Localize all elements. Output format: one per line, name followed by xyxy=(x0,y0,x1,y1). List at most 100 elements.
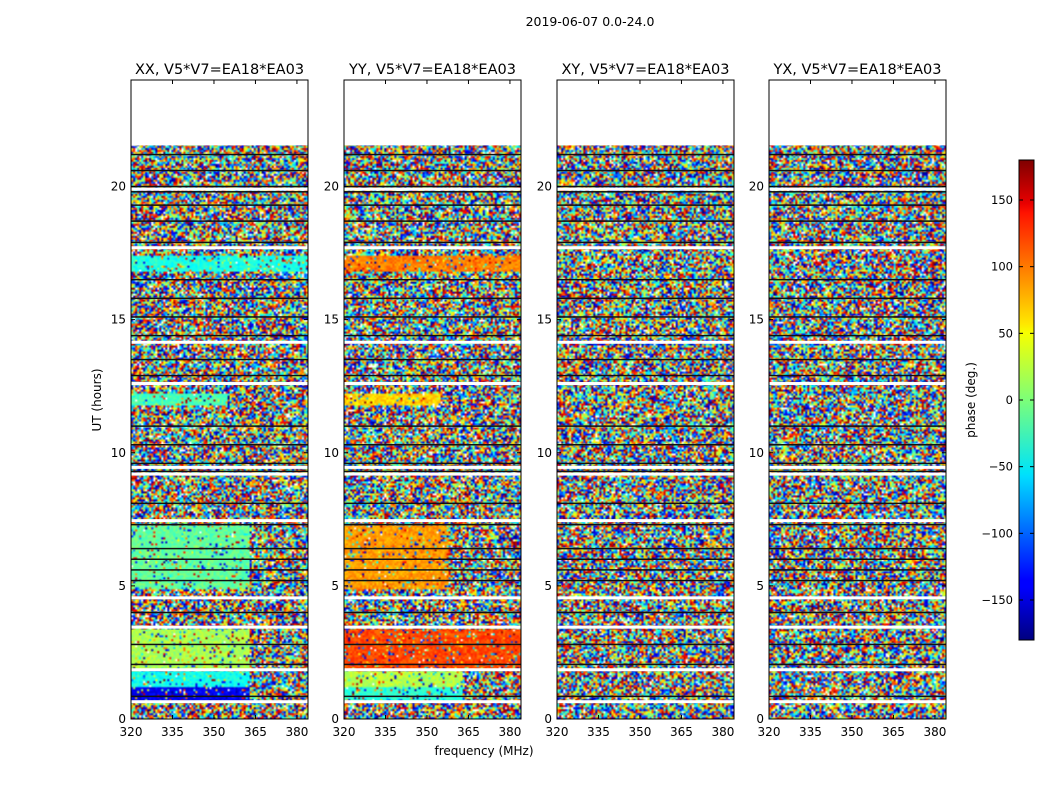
dark-row xyxy=(131,358,308,361)
dark-row xyxy=(344,153,521,156)
dark-row xyxy=(557,523,734,526)
flagged-row xyxy=(769,465,946,469)
panel-3: XY, V5*V7=EA18*EA03 320 335 350 365 380 0 5 10 15… xyxy=(537,62,735,739)
x-tick-label: 350 xyxy=(416,725,439,739)
flagged-row xyxy=(769,142,946,146)
dark-row xyxy=(769,153,946,156)
flagged-row xyxy=(344,187,521,191)
dark-row xyxy=(344,169,521,172)
dark-row xyxy=(769,462,946,465)
flagged-row xyxy=(344,142,521,146)
x-tick-label: 320 xyxy=(546,725,569,739)
y-tick-label: 20 xyxy=(324,180,339,194)
x-tick-label: 380 xyxy=(711,725,734,739)
dark-row xyxy=(557,374,734,377)
dark-row xyxy=(344,358,521,361)
dark-row xyxy=(131,153,308,156)
x-tick-label: 365 xyxy=(882,725,905,739)
flagged-row xyxy=(131,382,308,386)
x-tick-label: 365 xyxy=(457,725,480,739)
dark-row xyxy=(557,425,734,427)
dark-row xyxy=(344,695,521,698)
dark-row xyxy=(557,462,734,465)
dark-row xyxy=(131,444,308,446)
y-tick-label: 5 xyxy=(756,579,764,593)
x-tick-label: 350 xyxy=(841,725,864,739)
dark-row xyxy=(131,191,308,193)
dark-row xyxy=(557,241,734,244)
x-tick-label: 335 xyxy=(799,725,822,739)
panel-frame xyxy=(768,79,947,720)
flagged-row xyxy=(557,519,734,523)
flagged-row xyxy=(557,382,734,386)
dark-row xyxy=(344,643,521,646)
flagged-row xyxy=(344,700,521,704)
flagged-row xyxy=(557,668,734,672)
panel-title: XX, V5*V7=EA18*EA03 xyxy=(135,62,304,78)
dark-row xyxy=(131,569,308,571)
dark-row xyxy=(769,169,946,172)
y-tick-label: 20 xyxy=(749,180,764,194)
dark-row xyxy=(769,444,946,446)
dark-row xyxy=(769,241,946,244)
dark-row xyxy=(557,191,734,193)
dark-row xyxy=(769,558,946,560)
dark-row xyxy=(769,334,946,337)
y-tick-label: 15 xyxy=(537,313,552,327)
dark-row xyxy=(557,502,734,505)
dark-row xyxy=(131,695,308,698)
flagged-row xyxy=(557,465,734,469)
flagged-row xyxy=(131,668,308,672)
x-tick-label: 320 xyxy=(758,725,781,739)
dark-row xyxy=(344,334,521,337)
colorbar-label: phase (deg.) xyxy=(964,362,978,438)
dark-row xyxy=(131,316,308,318)
flagged-row xyxy=(131,596,308,600)
dark-row xyxy=(344,204,521,206)
dark-row xyxy=(344,444,521,446)
flagged-row xyxy=(131,519,308,523)
flagged-row xyxy=(769,187,946,191)
colorbar-tick-label: 150 xyxy=(991,193,1013,207)
colorbar-ticks: −150 −100 −50 0 50 100 150 xyxy=(981,193,1034,607)
dark-row xyxy=(344,470,521,473)
flagged-row xyxy=(557,142,734,146)
flagged-row xyxy=(131,187,308,191)
dark-row xyxy=(769,502,946,505)
dark-row xyxy=(769,425,946,427)
dark-row xyxy=(131,185,308,188)
dark-row xyxy=(769,663,946,666)
y-tick-label: 15 xyxy=(324,313,339,327)
dark-row xyxy=(131,502,308,505)
dark-row xyxy=(769,220,946,222)
flagged-row xyxy=(769,382,946,386)
dark-row xyxy=(769,374,946,377)
dark-row xyxy=(557,316,734,318)
y-tick-label: 15 xyxy=(111,313,126,327)
flagged-row xyxy=(344,668,521,672)
flagged-row xyxy=(557,625,734,629)
flagged-row xyxy=(131,340,308,344)
dark-row xyxy=(557,470,734,473)
panel-frame xyxy=(130,79,309,720)
dark-row xyxy=(557,358,734,361)
flagged-row xyxy=(769,700,946,704)
dark-row xyxy=(131,425,308,427)
dark-row xyxy=(769,523,946,526)
flagged-row xyxy=(769,625,946,629)
flagged-row xyxy=(344,625,521,629)
x-tick-label: 380 xyxy=(285,725,308,739)
dark-row xyxy=(769,643,946,646)
dark-row xyxy=(557,547,734,550)
y-tick-label: 0 xyxy=(118,712,126,726)
panel-frame xyxy=(556,79,735,720)
dark-row xyxy=(344,220,521,222)
dark-row xyxy=(557,204,734,206)
y-tick-label: 10 xyxy=(537,446,552,460)
phase-noise-image xyxy=(131,80,308,719)
x-tick-label: 320 xyxy=(120,725,143,739)
flagged-row xyxy=(344,465,521,469)
y-tick-label: 5 xyxy=(331,579,339,593)
dark-row xyxy=(557,569,734,571)
dark-row xyxy=(131,558,308,560)
